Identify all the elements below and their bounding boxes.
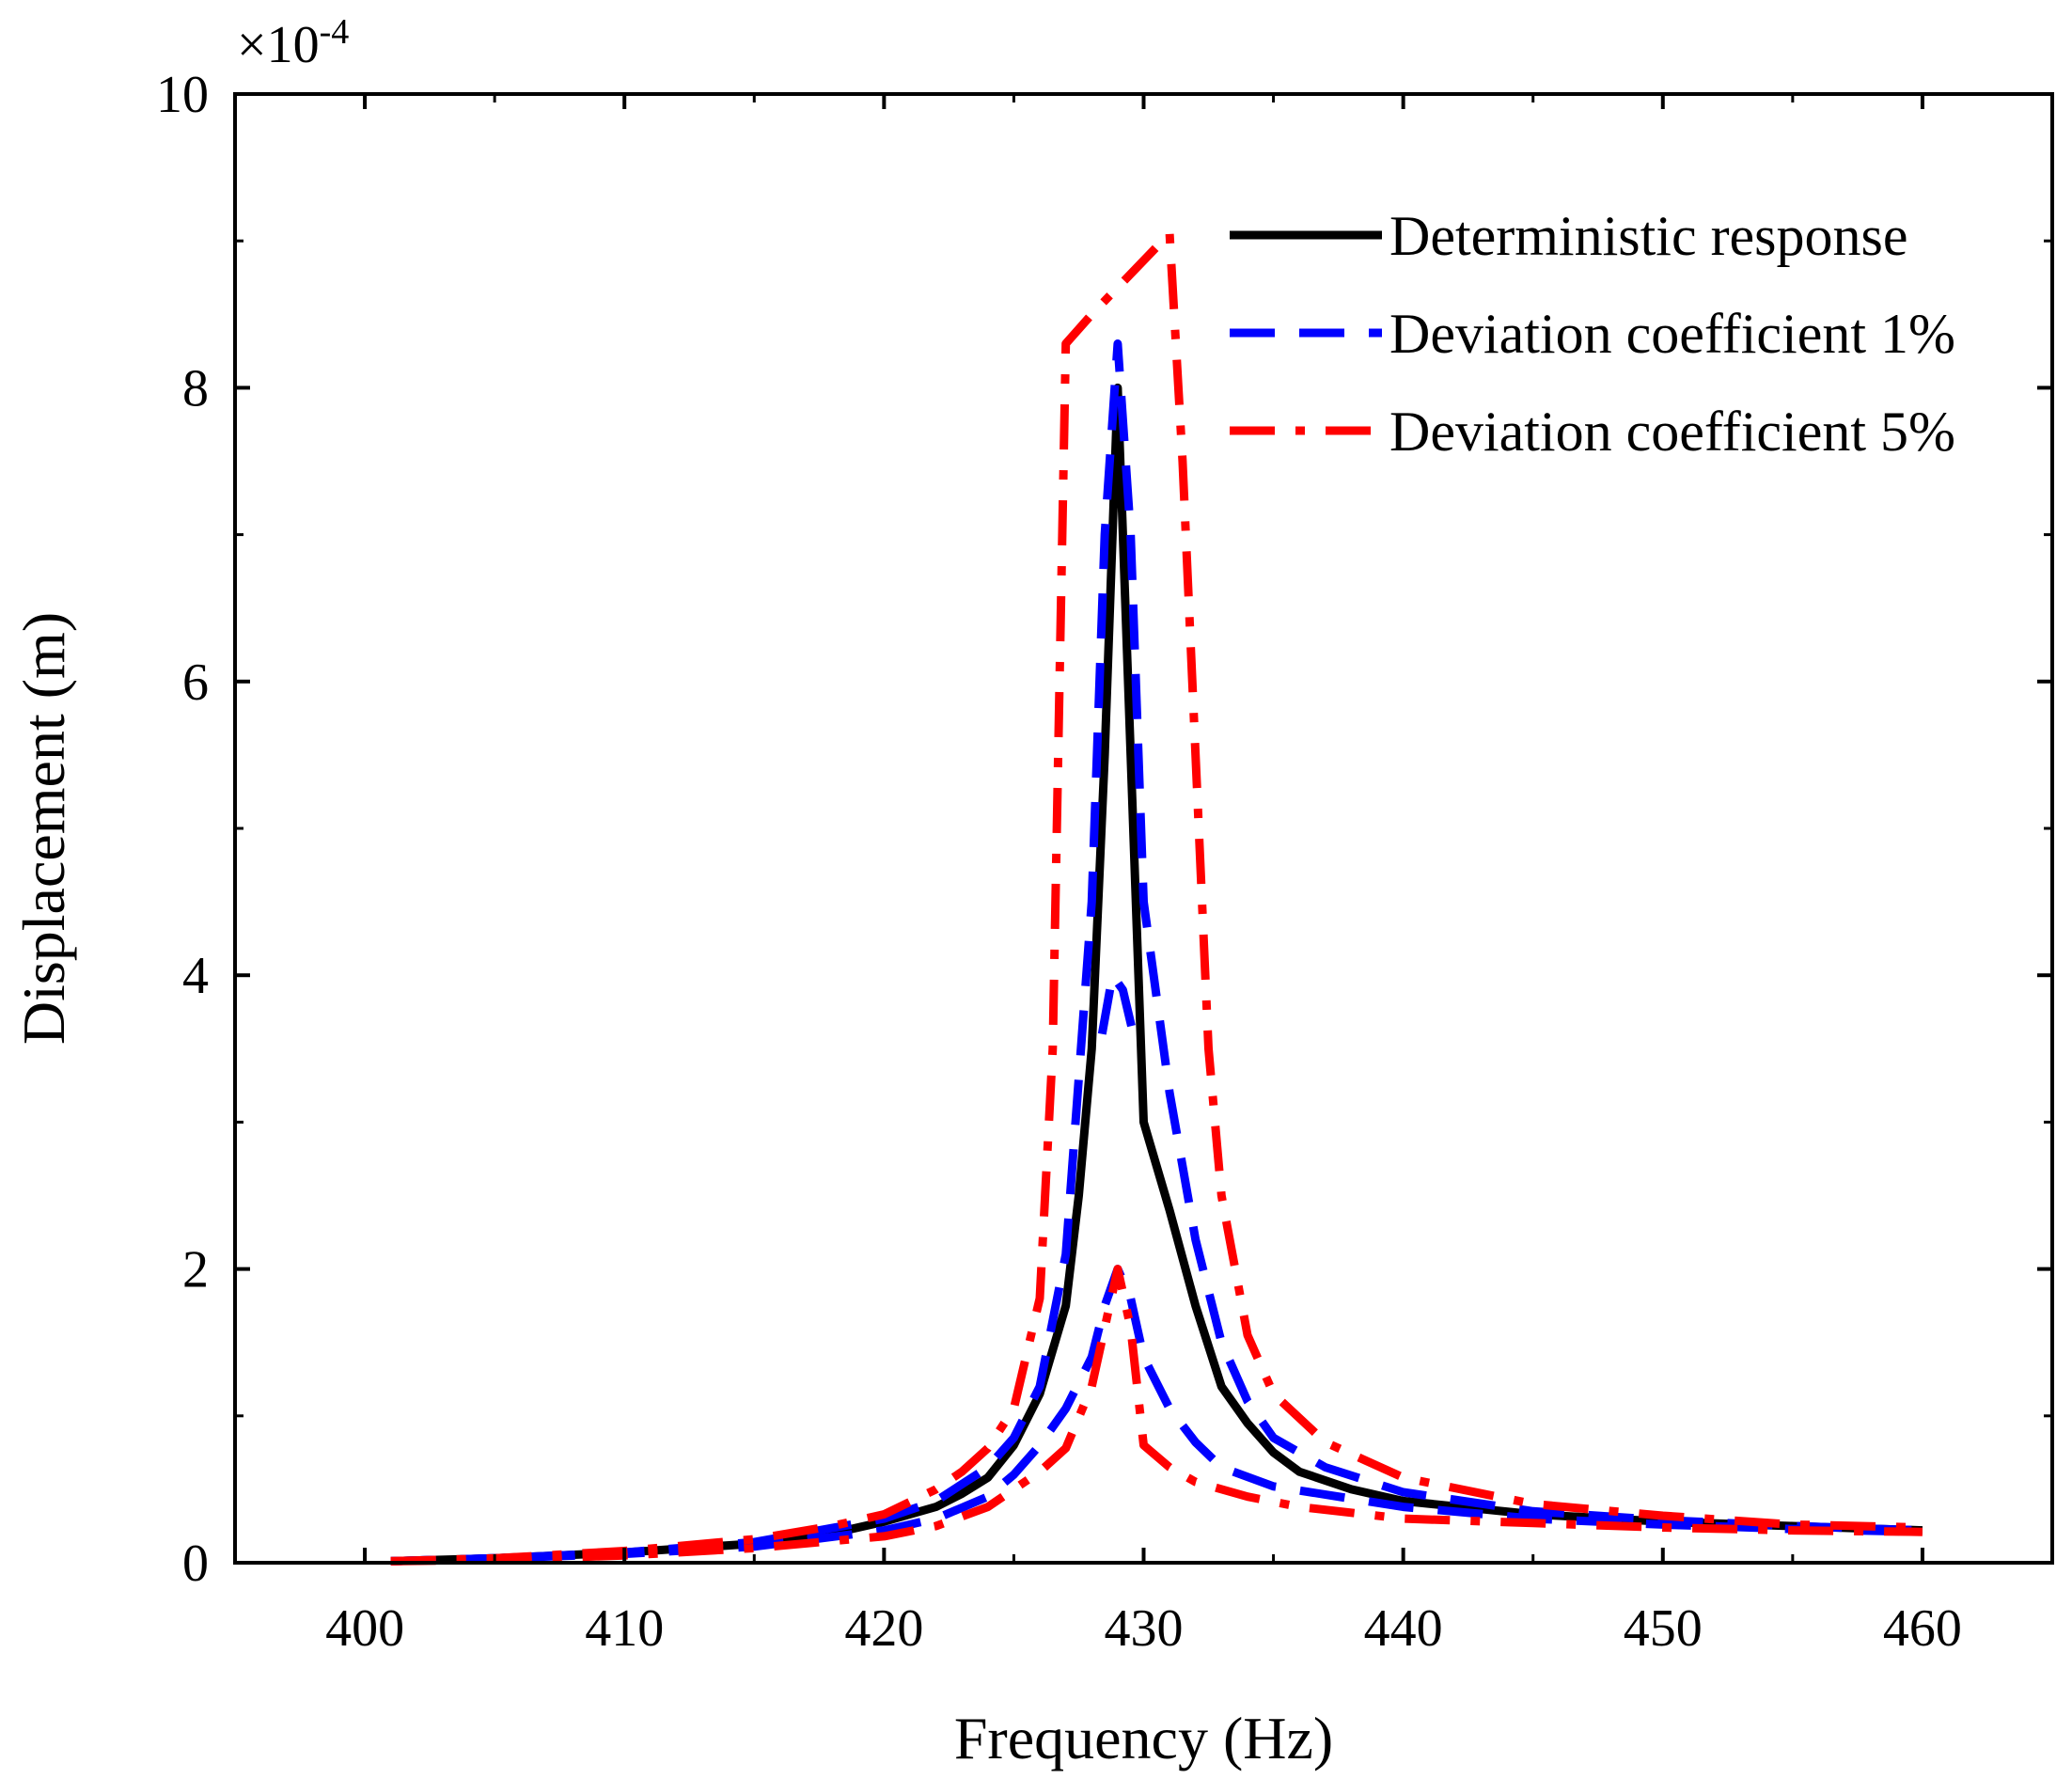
legend-label: Deviation coefficient 5% xyxy=(1389,401,1955,463)
y-tick-label: 8 xyxy=(182,359,209,417)
legend: Deterministic response Deviation coeffici… xyxy=(1230,205,1955,463)
x-axis-title: Frequency (Hz) xyxy=(954,1705,1333,1771)
series-line-3 xyxy=(1097,970,1138,1035)
x-tick-label: 400 xyxy=(325,1599,404,1658)
axis-ticks xyxy=(233,92,2054,1565)
series-line-5 xyxy=(390,1265,1923,1566)
series-line-1 xyxy=(390,339,1923,1566)
legend-item-2: Deviation coefficient 5% xyxy=(1230,401,1955,463)
series-line-0 xyxy=(390,383,1923,1566)
plot-lines xyxy=(390,228,1923,1566)
x-tick-label: 430 xyxy=(1105,1599,1184,1658)
tick-labels: 400 410 420 430 440 450 460 0 2 4 6 8 10 xyxy=(156,66,1962,1658)
x-tick-label: 450 xyxy=(1624,1599,1703,1658)
legend-label: Deterministic response xyxy=(1389,205,1908,267)
x-tick-label: 410 xyxy=(585,1599,664,1658)
y-tick-label: 6 xyxy=(182,653,209,712)
y-tick-label: 10 xyxy=(156,66,209,124)
y-tick-label: 4 xyxy=(182,947,209,1005)
legend-item-0: Deterministic response xyxy=(1230,205,1908,267)
x-tick-label: 460 xyxy=(1883,1599,1962,1658)
legend-item-1: Deviation coefficient 1% xyxy=(1230,303,1955,365)
y-tick-label: 2 xyxy=(182,1241,209,1299)
series-line-4 xyxy=(390,228,1923,1566)
y-axis-title: Displacement (m) xyxy=(10,612,77,1045)
y-tick-label: 0 xyxy=(182,1535,209,1593)
legend-label: Deviation coefficient 1% xyxy=(1389,303,1955,365)
x-tick-label: 440 xyxy=(1364,1599,1443,1658)
y-multiplier-label: ×10-4 xyxy=(237,12,349,74)
x-tick-label: 420 xyxy=(844,1599,923,1658)
